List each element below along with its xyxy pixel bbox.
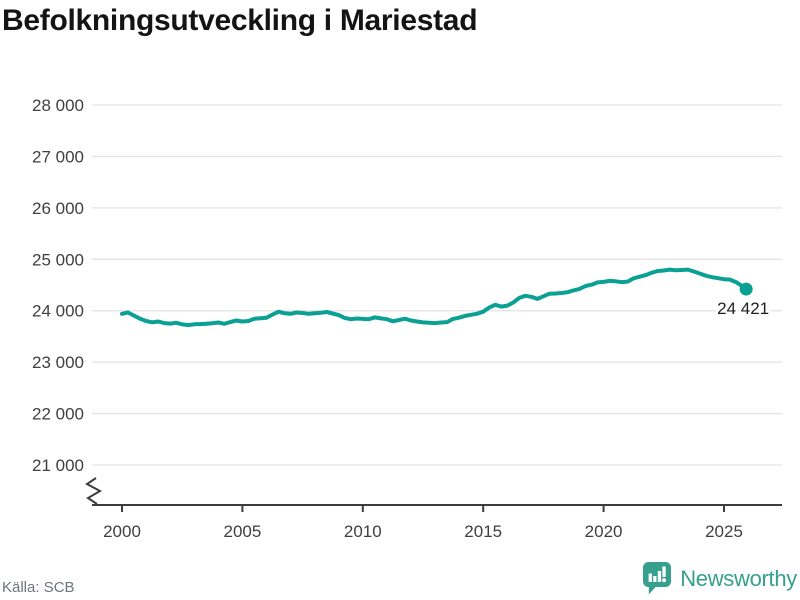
x-tick-label: 2000 (103, 522, 141, 541)
x-tick-label: 2010 (344, 522, 382, 541)
axis-break-icon (85, 477, 103, 505)
y-tick-label: 21 000 (32, 456, 84, 475)
y-axis-labels: 28 000 27 000 26 000 25 000 24 000 23 000 22 0… (32, 96, 84, 475)
x-axis: 2000 2005 2010 2015 2020 2025 (85, 477, 782, 541)
y-tick-label: 28 000 (32, 96, 84, 115)
source-note: Källa: SCB (2, 579, 75, 596)
x-tick-label: 2025 (705, 522, 743, 541)
y-tick-label: 24 000 (32, 302, 84, 321)
x-tick-label: 2020 (585, 522, 623, 541)
gridlines (92, 104, 782, 466)
last-value-label: 24 421 (717, 299, 769, 318)
x-axis-ticks: 2000 2005 2010 2015 2020 2025 (103, 505, 743, 541)
population-line-chart: 28 000 27 000 26 000 25 000 24 000 23 000 22 0… (32, 96, 782, 541)
newsworthy-logo[interactable]: Newsworthy (642, 561, 797, 596)
last-point-marker (739, 282, 753, 296)
x-tick-label: 2015 (464, 522, 502, 541)
bar-chart-speech-bubble-icon (643, 562, 672, 595)
y-tick-label: 22 000 (32, 405, 84, 424)
y-tick-label: 26 000 (32, 199, 84, 218)
newsworthy-logo-text: Newsworthy (680, 565, 797, 591)
y-tick-label: 23 000 (32, 353, 84, 372)
y-tick-label: 25 000 (32, 250, 84, 269)
chart-title: Befolkningsutveckling i Mariestad (2, 4, 478, 37)
x-tick-label: 2005 (223, 522, 261, 541)
population-series-line (120, 267, 749, 328)
y-tick-label: 27 000 (32, 147, 84, 166)
